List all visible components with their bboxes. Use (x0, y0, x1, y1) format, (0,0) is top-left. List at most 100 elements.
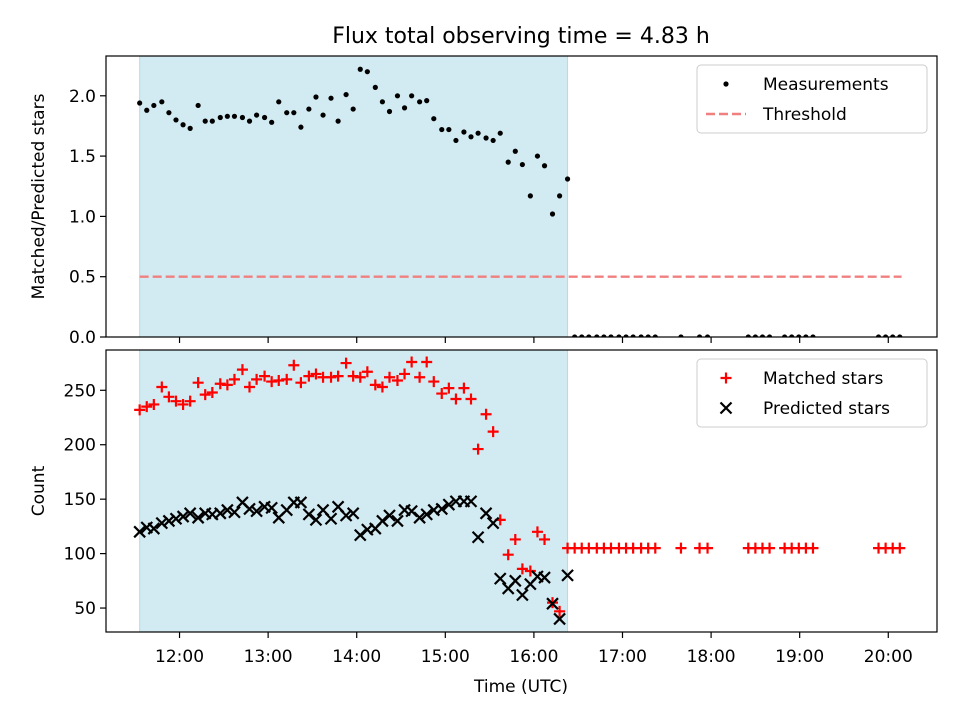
measurements-point (364, 69, 370, 75)
measurements-point (276, 99, 282, 105)
matched-stars-point-glyph (332, 370, 344, 382)
predicted-stars-point-glyph (214, 507, 227, 520)
matched-stars-point (376, 381, 388, 393)
predicted-stars-point-glyph (464, 495, 478, 508)
predicted-stars-point-glyph (391, 514, 404, 528)
matched-stars-point-glyph (134, 404, 146, 416)
measurements-point (401, 105, 408, 111)
predicted-stars-point (413, 511, 426, 524)
chart-title: Flux total observing time = 4.83 h (332, 24, 710, 49)
matched-stars-point-glyph (894, 542, 906, 554)
matched-stars-point (458, 382, 470, 394)
matched-stars-point (487, 426, 499, 438)
measurements-point (645, 334, 651, 337)
matched-stars-point-glyph (199, 389, 211, 401)
measurements-point (144, 107, 150, 113)
predicted-stars-point (176, 510, 190, 523)
matched-stars-point (259, 370, 271, 382)
matched-stars-point-glyph (383, 371, 395, 383)
predicted-stars-point (214, 507, 227, 520)
predicted-stars-point (324, 512, 338, 526)
matched-stars-point-glyph (391, 374, 403, 386)
matched-stars-point (228, 373, 240, 385)
legend-label: Threshold (762, 105, 847, 125)
measurements-point (483, 135, 489, 141)
matched-stars-point-glyph (340, 357, 352, 369)
predicted-stars-point (376, 514, 389, 528)
matched-stars-point-glyph (480, 408, 492, 420)
matched-stars-point-glyph (539, 533, 551, 545)
matched-stars-point (702, 542, 714, 554)
measurements-point (616, 334, 622, 337)
legend: Matched stars Predicted stars (696, 358, 928, 428)
measurements-point (505, 159, 511, 165)
legend-label: Matched stars (763, 369, 883, 389)
predicted-stars-point-glyph (561, 569, 574, 582)
matched-stars-point (539, 533, 551, 545)
matched-stars-point-glyph (675, 542, 687, 554)
measurements-point (372, 84, 378, 90)
measurements-point (202, 118, 208, 124)
matched-stars-point (148, 398, 160, 410)
predicted-stars-point (486, 516, 500, 530)
measurements-point (166, 110, 172, 116)
predicted-stars-point (383, 509, 396, 522)
predicted-stars-point-glyph (221, 503, 234, 517)
measurements-point (623, 334, 629, 337)
matched-stars-point (421, 356, 433, 368)
y-tick-label: 50 (74, 599, 96, 619)
matched-stars-point-glyph (531, 526, 543, 538)
matched-stars-point (675, 542, 687, 554)
x-tick-label: 12:00 (155, 647, 204, 667)
measurements-point (209, 118, 215, 124)
matched-stars-point-glyph (487, 426, 499, 438)
measurements-point (883, 334, 889, 337)
matched-stars-point-glyph (472, 443, 484, 455)
y-tick-label: 250 (64, 381, 96, 401)
matched-stars-point (516, 563, 528, 575)
matched-stars-point-glyph (156, 381, 168, 393)
axes-frame (105, 349, 938, 633)
predicted-stars-point-glyph (479, 507, 493, 520)
measurements-point (579, 334, 585, 337)
predicted-stars-point-glyph (346, 507, 360, 520)
matched-stars-point (206, 386, 218, 398)
measurements-point (261, 114, 268, 121)
matched-stars-point (134, 404, 146, 416)
predicted-stars-point-glyph (442, 498, 456, 511)
matched-stars-point (649, 542, 661, 554)
measurements-point (704, 334, 711, 337)
matched-stars-point-glyph (465, 393, 477, 405)
measurements-point (752, 334, 758, 337)
matched-stars-point (450, 393, 462, 405)
measurements-point (490, 137, 496, 144)
matched-stars-point (310, 368, 322, 380)
measurements-point (284, 110, 290, 116)
measurements-point (475, 130, 481, 136)
predicted-stars-point (309, 513, 323, 527)
y-tick-label: 150 (64, 490, 96, 510)
legend-label: Measurements (763, 75, 889, 95)
predicted-stars-point (493, 572, 507, 585)
predicted-stars-point (302, 508, 316, 521)
measurements-point (810, 334, 816, 337)
measurements-point (439, 126, 445, 133)
measurements-point (572, 334, 578, 337)
x-tick-label: 15:00 (421, 647, 470, 667)
observing-window-span (139, 349, 569, 633)
x-tick-label: 13:00 (244, 647, 293, 667)
measurements-point (497, 130, 503, 136)
matched-stars-point-glyph (361, 366, 373, 378)
measurements-point (796, 334, 802, 337)
predicted-stars-point-glyph (302, 508, 316, 521)
matched-stars-point-glyph (458, 382, 470, 394)
predicted-stars-point-glyph (176, 510, 190, 523)
predicted-stars-point (169, 512, 183, 526)
y-tick-label: 1.5 (69, 147, 96, 167)
predicted-stars-point (479, 507, 493, 520)
matched-stars-point (383, 371, 395, 383)
measurements-point (320, 112, 326, 118)
matched-stars-point-glyph (163, 391, 175, 403)
measurements-point (254, 112, 260, 118)
matched-stars-point (354, 371, 366, 383)
